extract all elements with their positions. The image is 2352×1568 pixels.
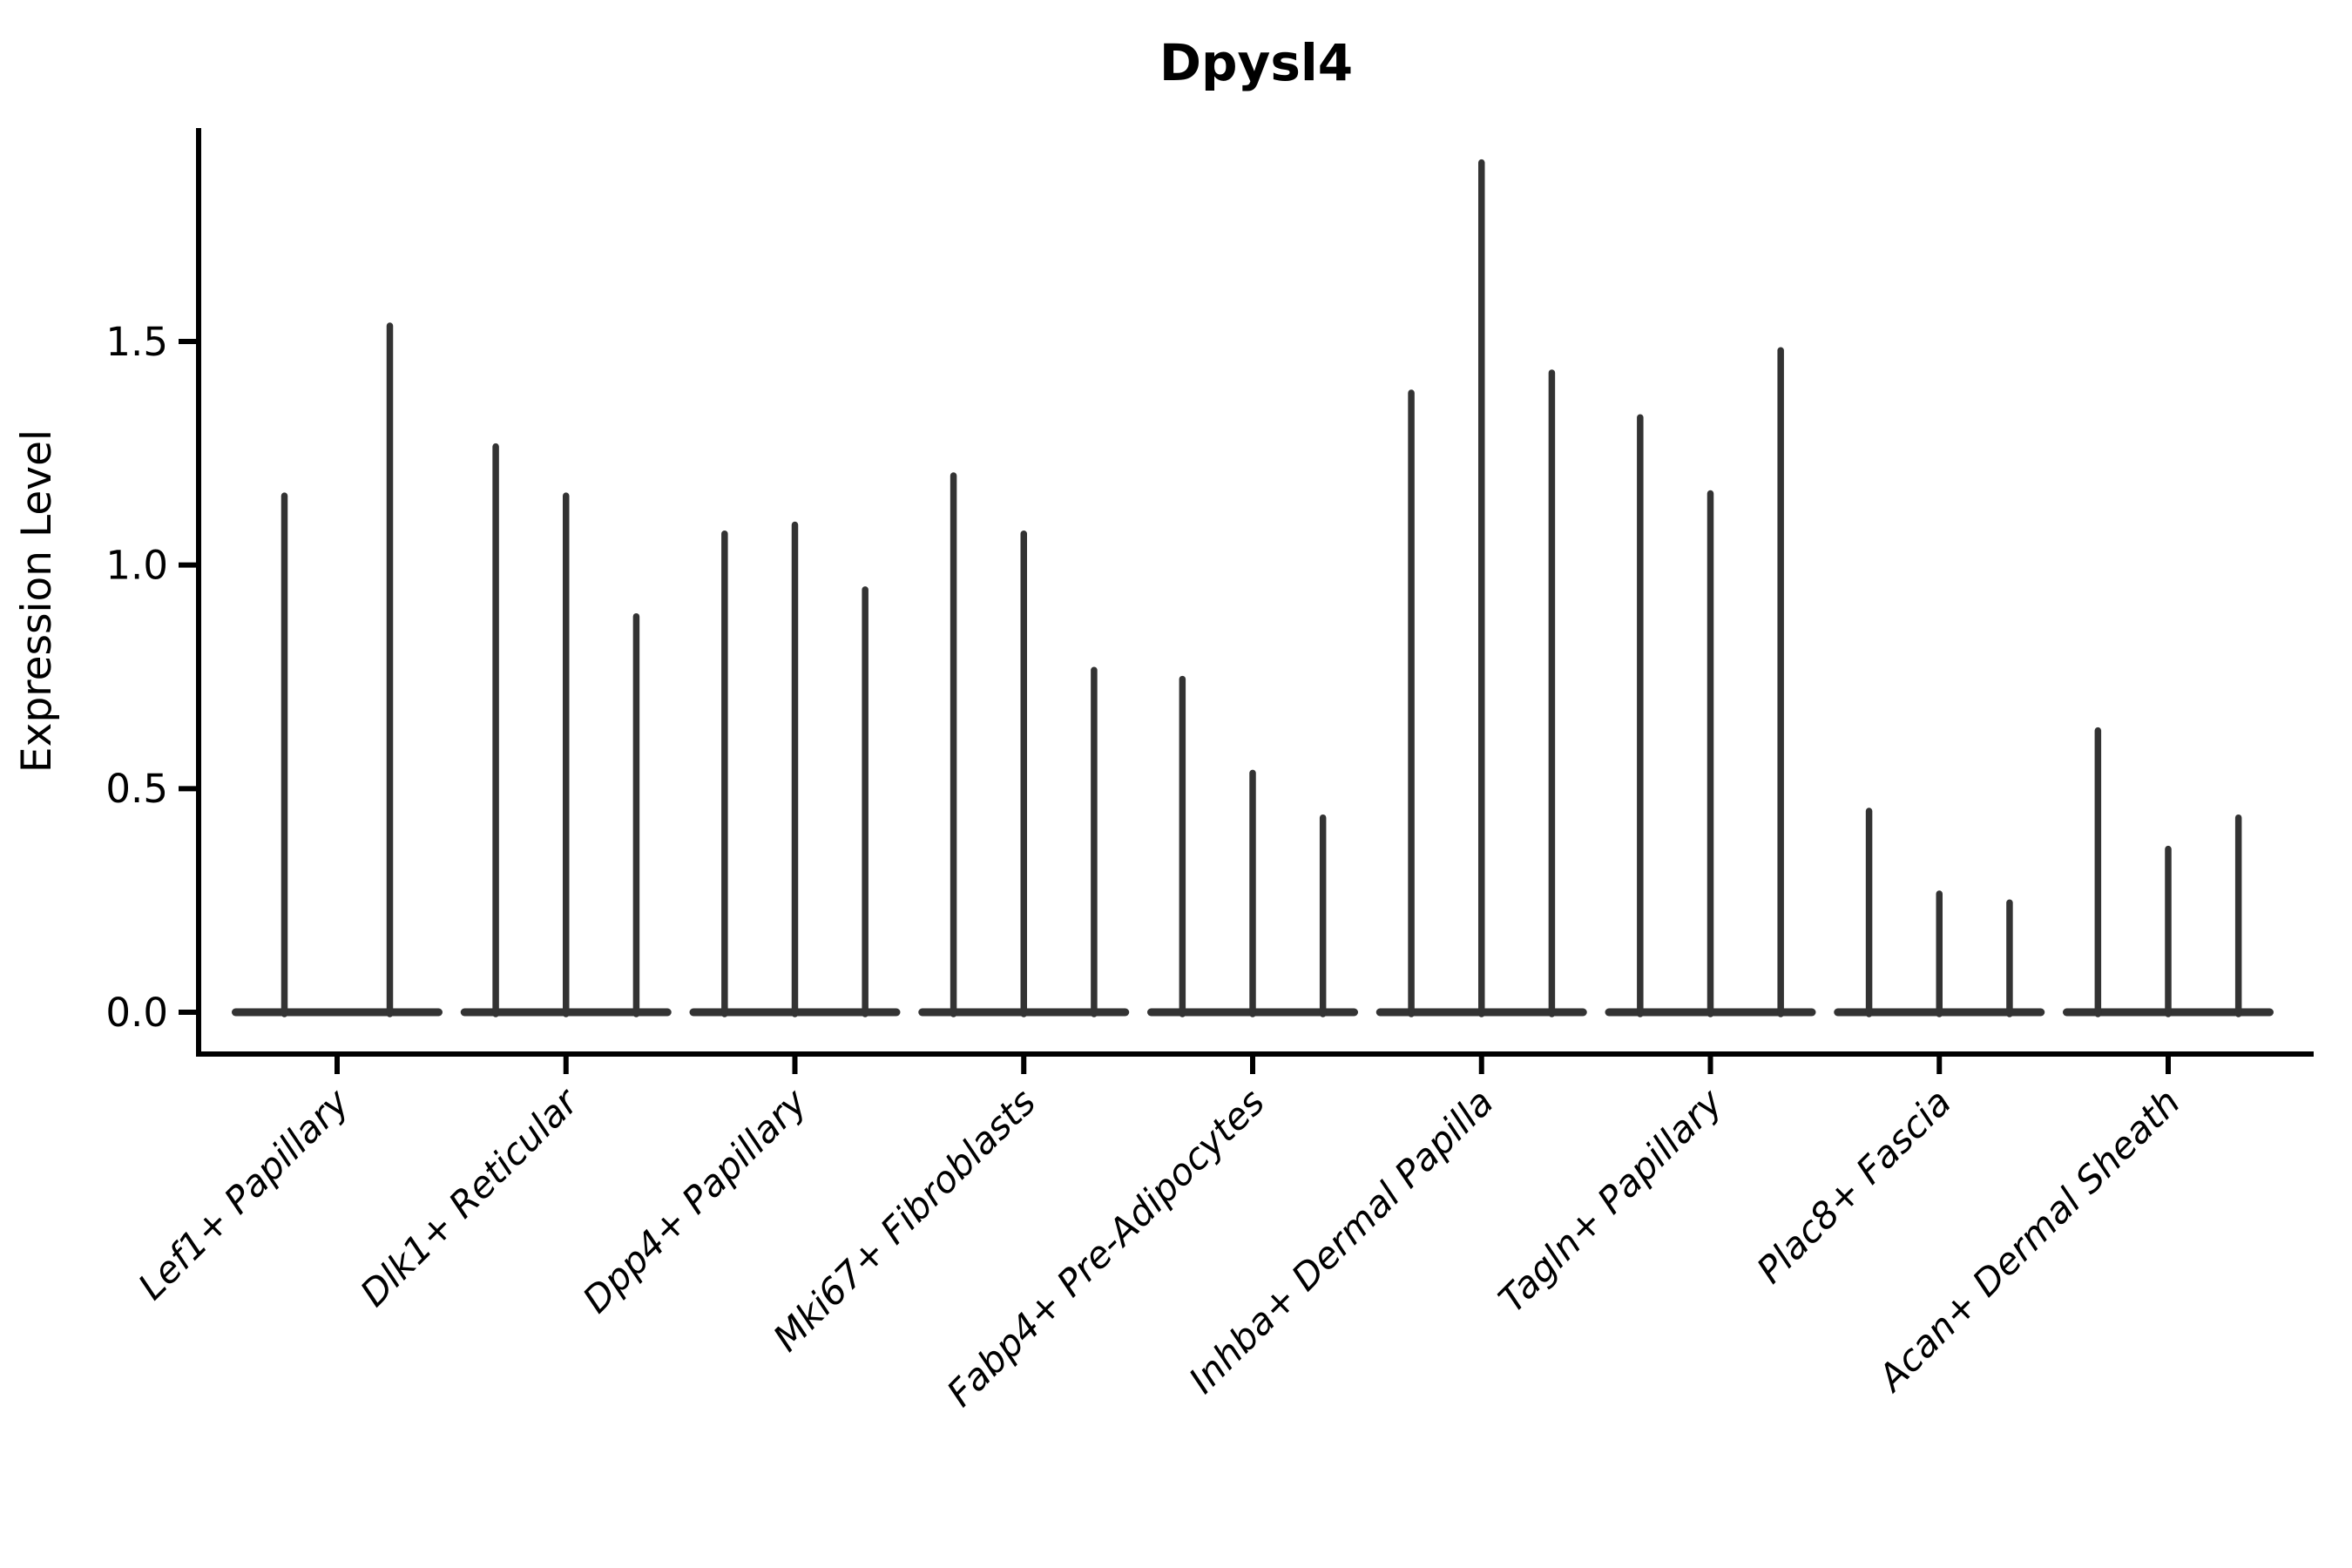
violin-group bbox=[2063, 727, 2274, 1017]
y-axis-label: Expression Level bbox=[13, 429, 61, 773]
x-tick-label: Dpp4+ Papillary bbox=[574, 1080, 815, 1321]
chart-title: Dpysl4 bbox=[1159, 33, 1353, 92]
x-tick-label: Dlk1+ Reticular bbox=[352, 1078, 588, 1315]
violin-group bbox=[1605, 347, 1816, 1017]
x-tick-label: Tagln+ Papillary bbox=[1490, 1080, 1732, 1321]
x-tick-label: Plac8+ Fascia bbox=[1748, 1080, 1959, 1291]
violin-base bbox=[232, 1008, 443, 1017]
violin-group bbox=[918, 472, 1130, 1017]
violin-group bbox=[689, 521, 901, 1017]
violin-group bbox=[232, 322, 443, 1017]
y-tick-label: 1.5 bbox=[105, 319, 168, 365]
y-tick-label: 0.5 bbox=[105, 766, 168, 812]
violin-group bbox=[460, 443, 672, 1017]
x-tick-label: Mki67+ Fibroblasts bbox=[765, 1080, 1044, 1359]
y-tick-label: 0.0 bbox=[105, 990, 168, 1036]
violin-group bbox=[1834, 808, 2045, 1017]
y-tick-label: 1.0 bbox=[105, 542, 168, 588]
x-tick-label: Lef1+ Papillary bbox=[130, 1080, 358, 1308]
violin-group bbox=[1147, 675, 1358, 1017]
violin-group bbox=[1375, 159, 1587, 1017]
